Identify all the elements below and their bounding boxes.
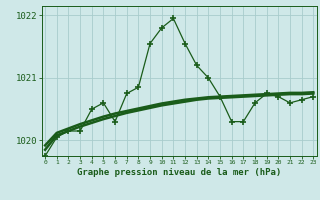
X-axis label: Graphe pression niveau de la mer (hPa): Graphe pression niveau de la mer (hPa) — [77, 168, 281, 177]
